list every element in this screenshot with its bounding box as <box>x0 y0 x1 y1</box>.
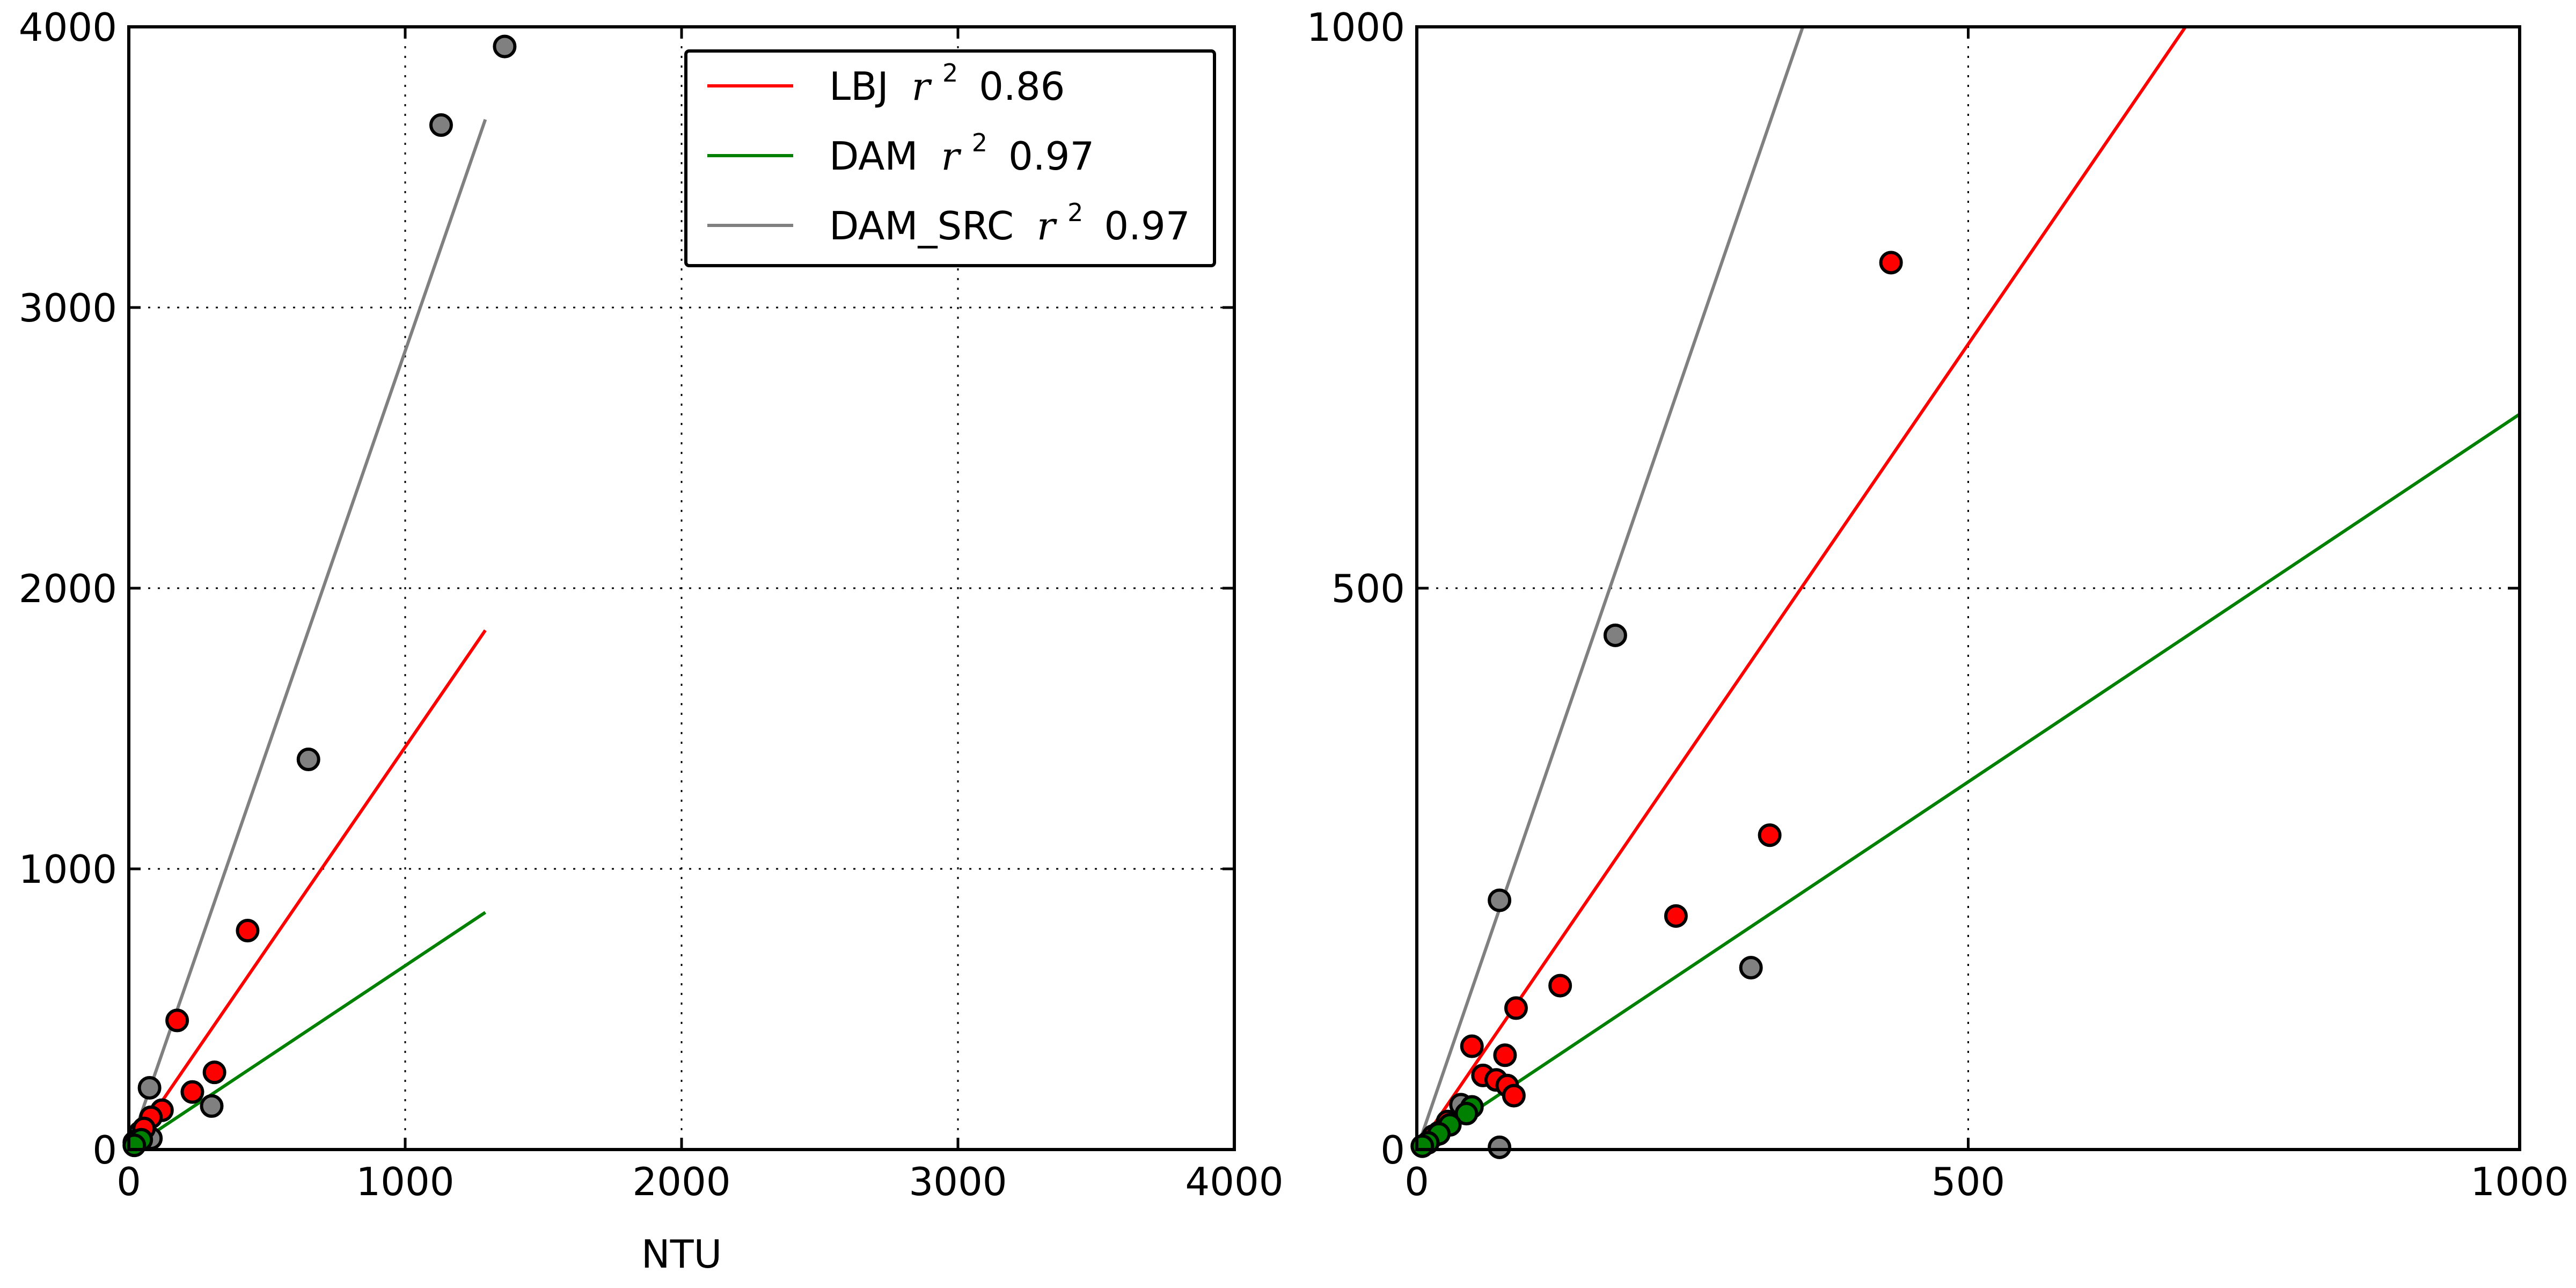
right-point-dam-src <box>1488 1135 1512 1159</box>
right-point-dam-src <box>1739 956 1763 980</box>
right-y-tick-label: 1000 <box>1307 5 1405 50</box>
legend-entry-lbj: LBJ r 2 0.86 <box>829 46 1065 109</box>
legend-r-exponent: 2 <box>1067 198 1083 227</box>
left-y-tick-label: 4000 <box>19 5 117 50</box>
right-fit-line-dam-src <box>1415 26 1805 1150</box>
left-point-lbj <box>180 1080 204 1104</box>
left-x-axis-label: NTU <box>641 1232 722 1277</box>
right-x-tick-label: 500 <box>1931 1159 2005 1204</box>
right-point-lbj <box>1460 1034 1484 1058</box>
left-x-tick-label: 3000 <box>909 1159 1007 1204</box>
left-x-tick-label: 0 <box>116 1159 141 1204</box>
left-x-tick-label: 4000 <box>1185 1159 1283 1204</box>
right-points <box>1410 251 1903 1159</box>
legend-series-dam-src: DAM_SRC <box>829 203 1014 248</box>
left-point-lbj <box>236 919 260 943</box>
right-point-lbj <box>1664 904 1688 928</box>
left-y-tick-label: 2000 <box>19 566 117 611</box>
left-points <box>122 34 517 1158</box>
right-point-lbj <box>1548 974 1572 998</box>
right-fit-line-lbj <box>1415 26 2187 1151</box>
legend-r-symbol: r <box>1037 203 1057 248</box>
right-point-lbj <box>1502 1084 1526 1108</box>
right-plot: 0 500 1000 0 500 1000 <box>1307 5 2569 1204</box>
left-point-dam-src <box>200 1094 224 1118</box>
left-x-tick-label: 1000 <box>356 1159 454 1204</box>
legend-r-exponent: 2 <box>942 58 958 87</box>
legend-r-symbol: r <box>912 64 932 109</box>
left-y-tick-label: 3000 <box>19 286 117 331</box>
right-point-lbj <box>1758 823 1782 847</box>
right-point-dam-src <box>1603 623 1627 647</box>
left-y-tick-label: 1000 <box>19 847 117 892</box>
legend-box <box>684 49 1216 267</box>
right-x-tick-label: 0 <box>1404 1159 1429 1204</box>
left-fit-line-lbj <box>127 629 487 1151</box>
left-x-tick-label: 2000 <box>632 1159 730 1204</box>
legend: LBJ r 2 0.86 DAM r 2 0.97 DAM_SRC r 2 0.… <box>684 46 1216 267</box>
right-point-lbj <box>1504 996 1528 1020</box>
right-y-tick-label: 0 <box>1380 1128 1405 1173</box>
legend-series-lbj: LBJ <box>829 64 889 109</box>
left-fit-line-dam <box>128 911 487 1151</box>
left-y-tick-label: 0 <box>92 1128 117 1173</box>
left-ticks: 0 1000 2000 3000 4000 0 1000 2000 3000 4000 <box>19 5 1284 1204</box>
right-point-dam <box>1454 1102 1479 1126</box>
right-grid <box>1417 27 2520 1150</box>
left-point-lbj <box>202 1060 226 1085</box>
left-grid <box>129 27 1234 1150</box>
left-point-dam-src <box>429 113 453 137</box>
legend-r-symbol: r <box>941 134 961 179</box>
right-ticks: 0 500 1000 0 500 1000 <box>1307 5 2569 1204</box>
left-point-lbj <box>165 1008 189 1033</box>
legend-entry-dam: DAM r 2 0.97 <box>829 115 1094 179</box>
right-point-lbj <box>1493 1043 1517 1067</box>
right-x-tick-label: 1000 <box>2470 1159 2568 1204</box>
legend-r2-value-dam-src: 0.97 <box>1104 203 1190 248</box>
right-point-lbj <box>1879 251 1903 275</box>
left-point-dam-src <box>296 748 320 772</box>
right-point-dam <box>1410 1134 1435 1158</box>
left-fit-lines <box>127 119 487 1151</box>
legend-series-dam: DAM <box>829 134 918 179</box>
right-point-dam-src <box>1488 888 1512 912</box>
right-fit-lines <box>1415 26 2521 1151</box>
legend-entry-dam-src: DAM_SRC r 2 0.97 <box>829 185 1190 248</box>
left-point-dam-src <box>137 1075 162 1100</box>
left-fit-line-dam-src <box>127 119 487 1150</box>
right-y-tick-label: 500 <box>1331 566 1405 611</box>
legend-r-exponent: 2 <box>972 128 987 157</box>
left-plot: 0 1000 2000 3000 4000 0 1000 2000 3000 4000 NTU <box>19 5 1284 1277</box>
right-fit-line-dam <box>1416 413 2521 1151</box>
left-point-dam-src <box>493 34 517 58</box>
legend-r2-value-lbj: 0.86 <box>979 64 1065 109</box>
legend-r2-value-dam: 0.97 <box>1008 134 1094 179</box>
